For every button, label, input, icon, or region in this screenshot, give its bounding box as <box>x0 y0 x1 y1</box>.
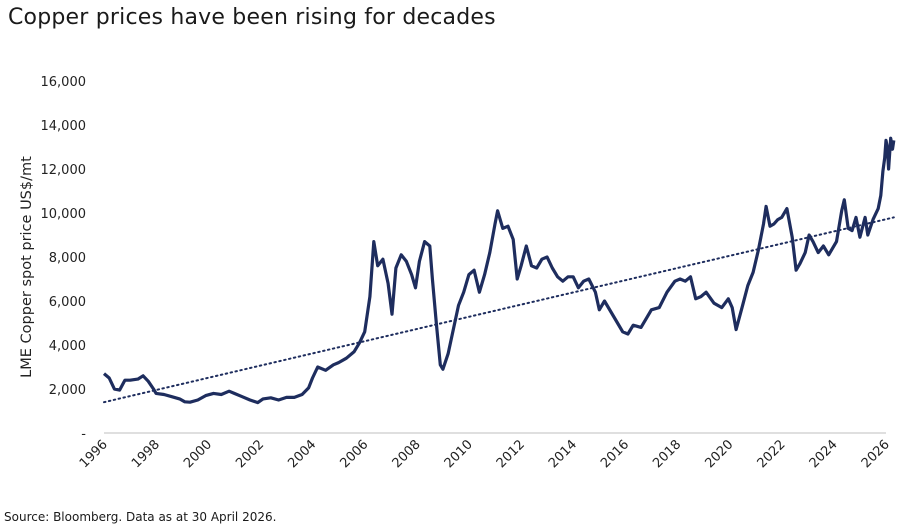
y-tick-label: 10,000 <box>41 207 87 222</box>
y-tick-label: 6,000 <box>49 295 86 310</box>
x-tick-label: 2018 <box>650 437 684 471</box>
x-tick-label: 2010 <box>442 437 476 471</box>
x-tick-label: 1998 <box>129 437 163 471</box>
y-axis-ticks: - 2,000 4,000 6,000 8,000 10,000 12,000 14,000 1… <box>41 75 87 442</box>
source-note: Source: Bloomberg. Data as at 30 April 2… <box>4 510 277 524</box>
x-tick-label: 1996 <box>77 437 111 471</box>
x-tick-label: 2016 <box>598 437 632 471</box>
copper-price-chart: - 2,000 4,000 6,000 8,000 10,000 12,000 14,000 1… <box>19 75 896 471</box>
series-line-copper-price <box>102 136 896 405</box>
y-tick-label: - <box>81 427 86 442</box>
y-tick-label: 8,000 <box>49 251 86 266</box>
y-tick-label: 14,000 <box>41 119 87 134</box>
y-axis-label: LME Copper spot price US$/mt <box>19 156 35 378</box>
x-tick-label: 2002 <box>233 437 267 471</box>
x-tick-label: 2022 <box>755 437 789 471</box>
chart-title: Copper prices have been rising for decad… <box>8 5 496 30</box>
y-tick-label: 12,000 <box>41 163 87 178</box>
x-tick-label: 2024 <box>807 437 841 471</box>
x-tick-label: 2004 <box>285 437 319 471</box>
y-tick-label: 2,000 <box>49 383 86 398</box>
x-tick-label: 2006 <box>337 437 371 471</box>
x-tick-label: 2020 <box>702 437 736 471</box>
x-tick-label: 2026 <box>859 437 893 471</box>
x-tick-label: 2008 <box>390 437 424 471</box>
x-tick-label: 2014 <box>546 437 580 471</box>
trendline <box>103 216 895 404</box>
x-tick-label: 2012 <box>494 437 528 471</box>
x-axis-ticks: 1996 1998 2000 2002 2004 2006 2008 2010 2012 2014… <box>77 437 893 471</box>
y-tick-label: 4,000 <box>49 339 86 354</box>
x-tick-label: 2000 <box>181 437 215 471</box>
y-tick-label: 16,000 <box>41 75 87 90</box>
